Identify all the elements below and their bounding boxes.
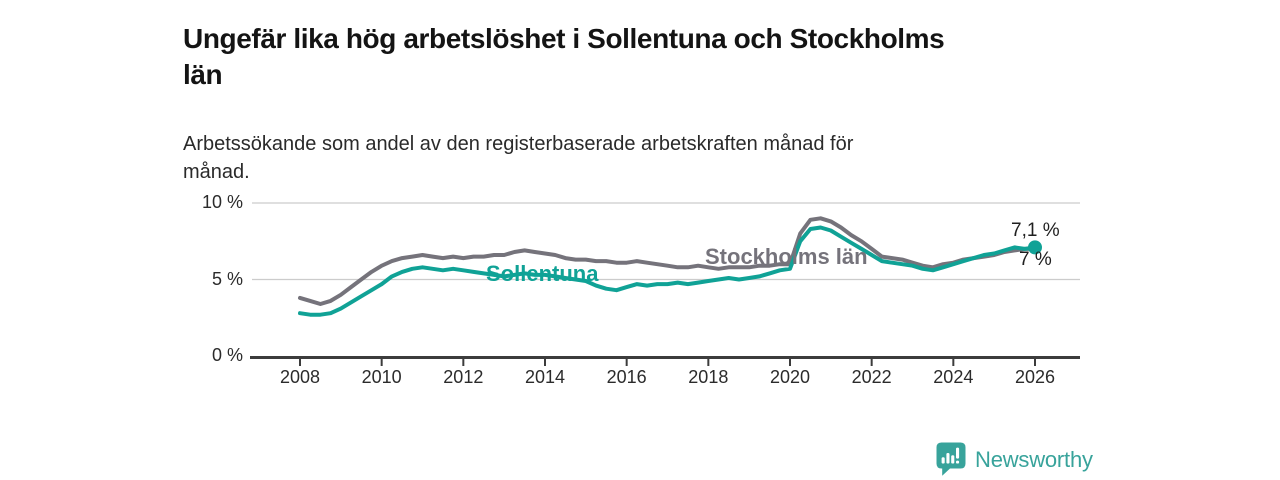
end-value-label-sollentuna: 7,1 % <box>1011 220 1060 241</box>
series-line-0-stockholms-l-n <box>298 216 1037 306</box>
chart-title: Ungefär lika hög arbetslöshet i Sollentu… <box>183 21 1093 94</box>
x-tick-label: 2024 <box>933 367 974 387</box>
x-tick-label: 2010 <box>361 367 402 387</box>
series-label-stockholms-lan: Stockholms län <box>705 244 868 269</box>
x-tick-label: 2014 <box>524 367 565 387</box>
newsworthy-speech-bubble-bar-chart-icon <box>936 442 966 477</box>
series-line-1-sollentuna <box>298 225 1037 317</box>
series-label-sollentuna: Sollentuna <box>486 261 599 286</box>
x-tick-label: 2012 <box>443 367 484 387</box>
x-tick-label: 2020 <box>769 367 810 387</box>
x-tick-label: 2026 <box>1014 367 1055 387</box>
chart-title-line-1: Ungefär lika hög arbetslöshet i Sollentu… <box>183 22 945 54</box>
newsworthy-logo[interactable]: Newsworthy <box>936 442 1093 477</box>
x-tick-label: 2016 <box>606 367 647 387</box>
x-tick-label: 2008 <box>279 367 321 387</box>
y-tick-label: 10 % <box>201 192 243 212</box>
chart-subtitle-line-1: Arbetssökande som andel av den registerb… <box>183 133 854 155</box>
y-tick-label: 0 % <box>211 345 243 365</box>
chart-title-line-2: län <box>183 59 223 91</box>
end-value-label-stockholms-lan: 7 % <box>1019 249 1052 270</box>
y-tick-label: 5 % <box>211 268 243 289</box>
x-tick-label: 2022 <box>851 367 892 387</box>
x-tick-label: 2018 <box>688 367 729 387</box>
chart-subtitle: Arbetssökande som andel av den registerb… <box>183 130 1063 186</box>
chart-subtitle-line-2: månad. <box>183 161 250 183</box>
newsworthy-logo-text: Newsworthy <box>975 446 1093 472</box>
